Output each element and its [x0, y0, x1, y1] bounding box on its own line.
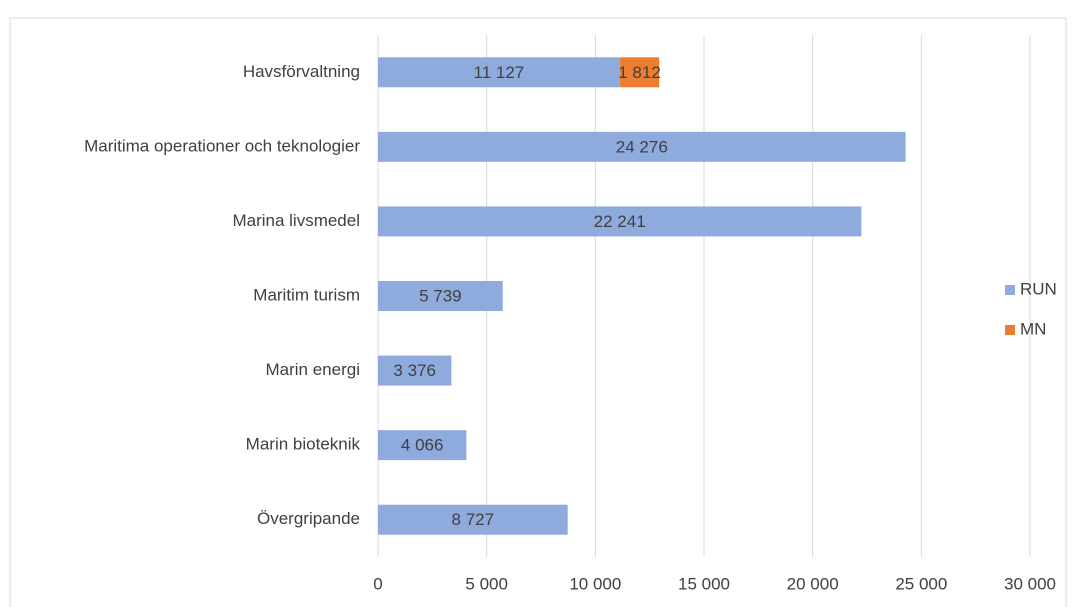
- legend-label: MN: [1020, 319, 1046, 338]
- x-tick-label: 10 000: [569, 574, 621, 593]
- x-tick-label: 0: [373, 574, 382, 593]
- y-tick-label: Havsförvaltning: [243, 62, 360, 81]
- data-label: 3 376: [393, 361, 436, 380]
- y-tick-label: Marin energi: [266, 360, 361, 379]
- data-label: 8 727: [452, 510, 495, 529]
- y-tick-label: Marina livsmedel: [232, 211, 360, 230]
- y-tick-label: Marin bioteknik: [246, 435, 361, 454]
- bar-segment: [378, 355, 452, 386]
- x-tick-label: 25 000: [895, 574, 947, 593]
- data-label: 5 739: [419, 286, 462, 305]
- y-tick-label: Maritima operationer och teknologier: [84, 136, 360, 155]
- data-label: 22 241: [594, 212, 646, 231]
- y-tick-label: Övergripande: [257, 509, 360, 528]
- x-tick-label: 5 000: [465, 574, 508, 593]
- y-tick-label: Maritim turism: [253, 285, 360, 304]
- x-tick-label: 20 000: [787, 574, 839, 593]
- bar-segment: [378, 131, 906, 162]
- bar-segment: [378, 57, 620, 88]
- x-tick-label: 30 000: [1004, 574, 1056, 593]
- legend-label: RUN: [1020, 279, 1057, 298]
- data-label: 4 066: [401, 436, 444, 455]
- x-tick-label: 15 000: [678, 574, 730, 593]
- legend-swatch: [1005, 325, 1015, 335]
- bar-segment: [378, 504, 568, 535]
- bar-segment: [378, 206, 862, 237]
- legend-swatch: [1005, 285, 1015, 295]
- data-label: 1 812: [618, 63, 661, 82]
- data-label: 24 276: [616, 137, 668, 156]
- bar-segment: [378, 430, 467, 461]
- bar-segment: [378, 281, 503, 311]
- data-label: 11 127: [474, 63, 525, 82]
- bar-segment: [619, 57, 660, 88]
